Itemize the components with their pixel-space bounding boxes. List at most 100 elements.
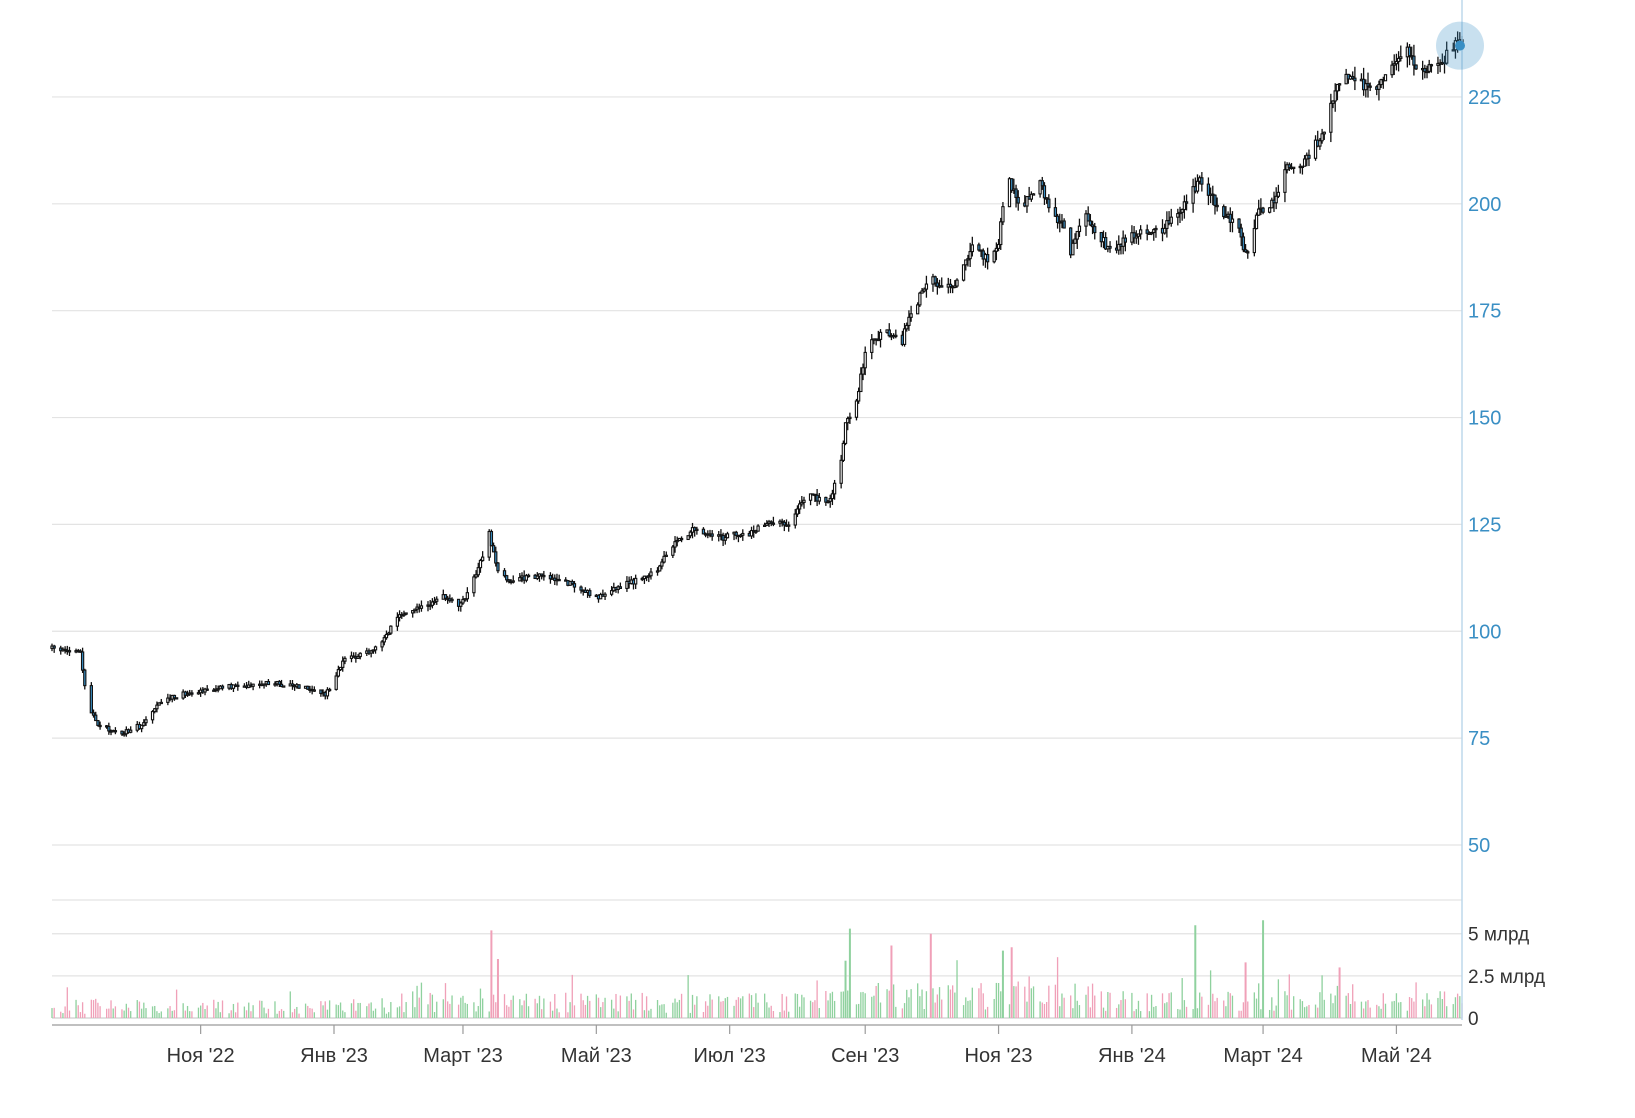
candle-body — [1366, 83, 1370, 87]
candle-body — [1222, 206, 1226, 218]
volume-tick-label: 0 — [1468, 1009, 1479, 1030]
candle-body — [1318, 140, 1322, 147]
last-price-marker[interactable] — [1436, 21, 1484, 70]
candle-body — [1407, 46, 1412, 57]
candle-body — [671, 546, 675, 556]
candle-body — [723, 537, 727, 541]
candle-body — [992, 250, 996, 263]
candle-body — [1383, 74, 1388, 82]
candle-body — [1399, 56, 1403, 59]
candle-body — [1014, 188, 1018, 199]
candle-body — [542, 574, 546, 578]
candle-body — [603, 593, 607, 597]
candle-body — [1088, 220, 1093, 226]
candle-body — [290, 683, 295, 687]
candle-body — [695, 528, 699, 532]
candle-body — [1270, 199, 1274, 209]
candle-body — [725, 533, 730, 539]
candle-body — [472, 576, 476, 594]
candle-body — [787, 524, 791, 527]
candle-body — [1252, 227, 1256, 254]
candle-body — [153, 708, 157, 713]
candle-body — [826, 500, 830, 504]
candle-body — [373, 646, 378, 651]
candle-body — [535, 575, 539, 580]
candle-body — [734, 531, 738, 536]
candle-body — [738, 534, 743, 537]
candle-body — [557, 578, 561, 582]
candle-body — [478, 559, 483, 569]
candle-body — [220, 685, 225, 689]
candlestick-series — [50, 31, 1464, 737]
candle-body — [1139, 229, 1143, 235]
candle-body — [1090, 224, 1095, 228]
candle-body — [701, 528, 706, 535]
candle-body — [273, 683, 277, 686]
candle-body — [618, 586, 623, 589]
x-tick-label: Май '24 — [1361, 1045, 1432, 1067]
candle-body — [634, 577, 638, 585]
candle-body — [754, 530, 758, 533]
candle-body — [1261, 207, 1265, 213]
candle-body — [369, 650, 373, 654]
candle-body — [749, 530, 754, 537]
candle-body — [1215, 204, 1219, 208]
candle-body — [797, 503, 802, 510]
candle-body — [526, 574, 531, 578]
candle-body — [144, 719, 148, 724]
candle-body — [382, 637, 386, 643]
candle-body — [861, 367, 865, 375]
candle-body — [1123, 237, 1127, 243]
candle-body — [660, 561, 664, 567]
candle-body — [1075, 230, 1079, 240]
candle-body — [1108, 245, 1112, 249]
candle-body — [419, 605, 424, 609]
candle-body — [282, 685, 286, 688]
candle-body — [985, 254, 990, 263]
candle-body — [371, 649, 375, 652]
candle-body — [1283, 169, 1287, 193]
candle-body — [1213, 194, 1217, 206]
candle-body — [389, 625, 393, 634]
candle-body — [859, 373, 863, 393]
candle-body — [765, 522, 769, 526]
x-tick-label: Март '23 — [423, 1045, 502, 1067]
candle-body — [358, 652, 362, 658]
candle-body — [325, 689, 330, 697]
candle-body — [1163, 227, 1167, 234]
candle-body — [832, 482, 837, 495]
candle-body — [172, 694, 177, 699]
candle-body — [1184, 201, 1189, 204]
candle-body — [1010, 178, 1014, 191]
candle-body — [1427, 64, 1431, 72]
candle-body — [122, 733, 126, 736]
candle-body — [1392, 63, 1396, 66]
candle-body — [763, 524, 767, 528]
price-axis: 50 75 100 125 150 175 200 225 — [1468, 87, 1501, 857]
candle-body — [572, 583, 577, 588]
candle-body — [1062, 220, 1066, 229]
candle-body — [870, 339, 874, 353]
candle-body — [413, 608, 417, 612]
candle-body — [1154, 227, 1158, 231]
candle-body — [465, 592, 469, 600]
price-tick-label: 200 — [1468, 194, 1501, 216]
candle-body — [824, 496, 828, 503]
candle-body — [662, 555, 666, 563]
candle-body — [1274, 195, 1278, 204]
candle-body — [476, 567, 480, 576]
candle-body — [262, 683, 266, 686]
candle-body — [769, 521, 773, 524]
candle-body — [902, 328, 907, 345]
candle-body — [894, 334, 898, 338]
candle-body — [502, 570, 507, 577]
last-price-dot[interactable] — [1455, 40, 1465, 51]
candle-body — [1165, 220, 1169, 229]
candle-body — [1040, 180, 1044, 187]
candle-body — [1200, 177, 1204, 185]
volume-axis: 0 2.5 млрд 5 млрд — [1468, 925, 1545, 1030]
x-tick-label: Янв '23 — [300, 1045, 368, 1067]
candle-body — [1423, 67, 1427, 73]
candle-body — [129, 729, 133, 733]
candle-body — [802, 499, 806, 503]
